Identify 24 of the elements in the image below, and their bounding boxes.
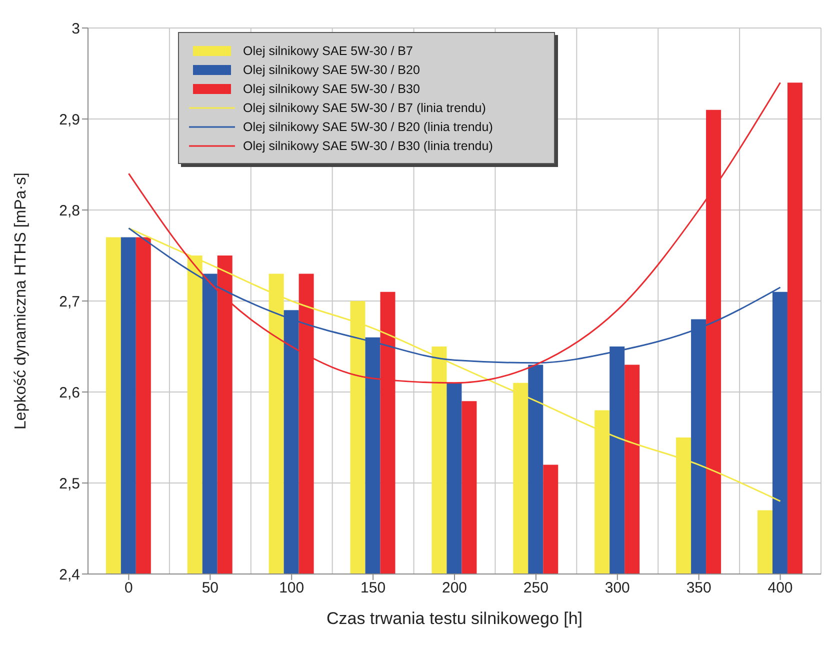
x-tick-label: 200 [442, 580, 468, 597]
y-axis-title: Lepkość dynamiczna HTHS [mPa·s] [12, 172, 30, 430]
x-tick-label: 300 [604, 580, 630, 597]
x-tick-label: 100 [279, 580, 304, 597]
x-tick-label: 250 [523, 580, 548, 597]
legend-label: Olej silnikowy SAE 5W-30 / B30 [243, 82, 420, 96]
x-axis-title: Czas trwania testu silnikowego [h] [326, 609, 583, 628]
legend-label: Olej silnikowy SAE 5W-30 / B20 [243, 62, 420, 76]
legend-label: Olej silnikowy SAE 5W-30 / B7 (linia trendu) [243, 100, 486, 114]
legend-label: Olej silnikowy SAE 5W-30 / B7 [243, 44, 413, 58]
y-tick-label: 2,7 [59, 293, 80, 310]
y-tick-label: 2,8 [59, 202, 80, 220]
y-tick-label: 2,5 [59, 475, 80, 492]
x-tick-label: 150 [360, 580, 386, 597]
legend-label: Olej silnikowy SAE 5W-30 / B20 (linia trendu) [243, 120, 493, 134]
legend-label: Olej silnikowy SAE 5W-30 / B30 (linia trendu) [243, 138, 493, 152]
x-tick-label: 350 [686, 580, 712, 597]
x-tick-label: 400 [768, 580, 793, 597]
y-tick-label: 2,6 [59, 384, 80, 402]
x-tick-label: 0 [124, 580, 133, 597]
y-tick-label: 3 [72, 20, 80, 38]
x-tick-label: 50 [202, 580, 219, 597]
y-tick-label: 2,4 [59, 566, 80, 584]
y-tick-label: 2,9 [59, 111, 80, 128]
